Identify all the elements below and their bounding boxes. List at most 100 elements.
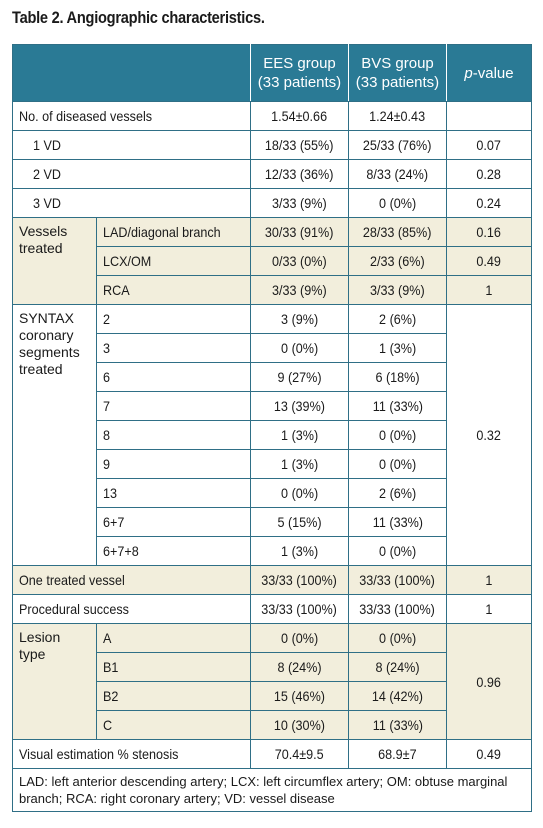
ees-value: 30/33 (91%) [250,217,349,247]
bvs-value: 2 (6%) [348,304,447,334]
table-row: C 10 (30%) 11 (33%) [13,710,532,740]
p-value: 0.49 [446,246,532,276]
ees-value: 1 (3%) [250,420,349,450]
table-row: 6+7+8 1 (3%) 0 (0%) [13,536,532,566]
footnote-row: LAD: left anterior descending artery; LC… [12,768,532,812]
bvs-value: 0 (0%) [348,536,447,566]
bvs-value: 1 (3%) [348,333,447,363]
table-row: Procedural success 33/33 (100%) 33/33 (1… [12,594,532,624]
table-title: Table 2. Angiographic characteristics. [12,8,265,27]
bvs-value: 11 (33%) [348,391,447,421]
ees-value: 18/33 (55%) [250,130,349,160]
bvs-value: 68.9±7 [348,739,447,769]
row-label: 1 VD [12,130,251,160]
p-value [446,101,532,131]
table-row: Visual estimation % stenosis 70.4±9.5 68… [12,739,532,769]
bvs-value: 6 (18%) [348,362,447,392]
row-label: No. of diseased vessels [12,101,251,131]
bvs-value: 0 (0%) [348,188,447,218]
table-row: SYNTAX coronary segments treated 2 3 (9%… [12,304,532,566]
p-value: 0.24 [446,188,532,218]
table-row: Vessels treated LAD/diagonal branch 30/3… [12,217,532,305]
row-label: 3 VD [12,188,251,218]
p-value: 0.49 [446,739,532,769]
table-row: No. of diseased vessels 1.54±0.66 1.24±0… [12,101,532,131]
header-p-value: p-value [446,44,532,102]
sub-label: B1 [96,652,251,682]
sub-label: C [96,710,251,740]
header-blank [12,44,251,102]
sub-label: 6+7 [96,507,251,537]
sub-label: RCA [96,275,251,305]
group-label-lesion: Lesion type [12,623,97,740]
table-row: 9 1 (3%) 0 (0%) [13,449,532,479]
sub-label: 13 [96,478,251,508]
ees-value: 0 (0%) [250,478,349,508]
sub-label: 3 [96,333,251,363]
bvs-value: 2/33 (6%) [348,246,447,276]
ees-value: 0 (0%) [250,333,349,363]
table-row: B2 15 (46%) 14 (42%) [13,681,532,711]
ees-value: 33/33 (100%) [250,565,349,595]
header-bvs: BVS group (33 patients) [348,44,447,102]
ees-value: 10 (30%) [250,710,349,740]
angiographic-table: EES group (33 patients) BVS group (33 pati… [12,44,532,812]
sub-label: LAD/diagonal branch [96,217,251,247]
ees-value: 13 (39%) [250,391,349,421]
bvs-value: 2 (6%) [348,478,447,508]
ees-value: 1 (3%) [250,449,349,479]
table-row: 8 1 (3%) 0 (0%) [13,420,532,450]
table-row: LCX/OM 0/33 (0%) 2/33 (6%) 0.49 [13,246,532,276]
table-row: 7 13 (39%) 11 (33%) [13,391,532,421]
header-ees: EES group (33 patients) [250,44,349,102]
ees-value: 1.54±0.66 [250,101,349,131]
ees-value: 0 (0%) [250,623,349,653]
p-value: 0.16 [446,217,532,247]
table-row: 2 VD 12/33 (36%) 8/33 (24%) 0.28 [12,159,532,189]
ees-value: 3 (9%) [250,304,349,334]
row-label: 2 VD [12,159,251,189]
p-value: 0.28 [446,159,532,189]
table-row: RCA 3/33 (9%) 3/33 (9%) 1 [13,275,532,305]
bvs-value: 8 (24%) [348,652,447,682]
group-label-vessels: Vessels treated [12,217,97,305]
bvs-value: 0 (0%) [348,420,447,450]
ees-value: 9 (27%) [250,362,349,392]
bvs-value: 3/33 (9%) [348,275,447,305]
sub-label: 6 [96,362,251,392]
bvs-value: 8/33 (24%) [348,159,447,189]
table-row: 1 VD 18/33 (55%) 25/33 (76%) 0.07 [12,130,532,160]
sub-label: A [96,623,251,653]
bvs-value: 33/33 (100%) [348,594,447,624]
table-row: B1 8 (24%) 8 (24%) [13,652,532,682]
sub-label: B2 [96,681,251,711]
bvs-value: 11 (33%) [348,710,447,740]
p-value: 0.96 [446,623,532,740]
footnote: LAD: left anterior descending artery; LC… [12,768,532,812]
p-value: 0.32 [446,304,532,566]
ees-value: 1 (3%) [250,536,349,566]
table-row: 3 VD 3/33 (9%) 0 (0%) 0.24 [12,188,532,218]
p-value: 1 [446,565,532,595]
bvs-value: 0 (0%) [348,623,447,653]
bvs-value: 28/33 (85%) [348,217,447,247]
ees-value: 3/33 (9%) [250,275,349,305]
row-label: One treated vessel [12,565,251,595]
bvs-value: 33/33 (100%) [348,565,447,595]
sub-label: 8 [96,420,251,450]
ees-value: 0/33 (0%) [250,246,349,276]
ees-value: 3/33 (9%) [250,188,349,218]
table-row: 6 9 (27%) 6 (18%) [13,362,532,392]
ees-value: 70.4±9.5 [250,739,349,769]
table-row: One treated vessel 33/33 (100%) 33/33 (1… [12,565,532,595]
table-row: Lesion type A 0 (0%) 0 (0%) 0.96 [12,623,532,740]
row-label: Procedural success [12,594,251,624]
ees-value: 8 (24%) [250,652,349,682]
bvs-value: 0 (0%) [348,449,447,479]
p-value: 1 [446,594,532,624]
p-value: 1 [446,275,532,305]
group-label-syntax: SYNTAX coronary segments treated [12,304,97,566]
sub-label: 2 [96,304,251,334]
bvs-value: 25/33 (76%) [348,130,447,160]
